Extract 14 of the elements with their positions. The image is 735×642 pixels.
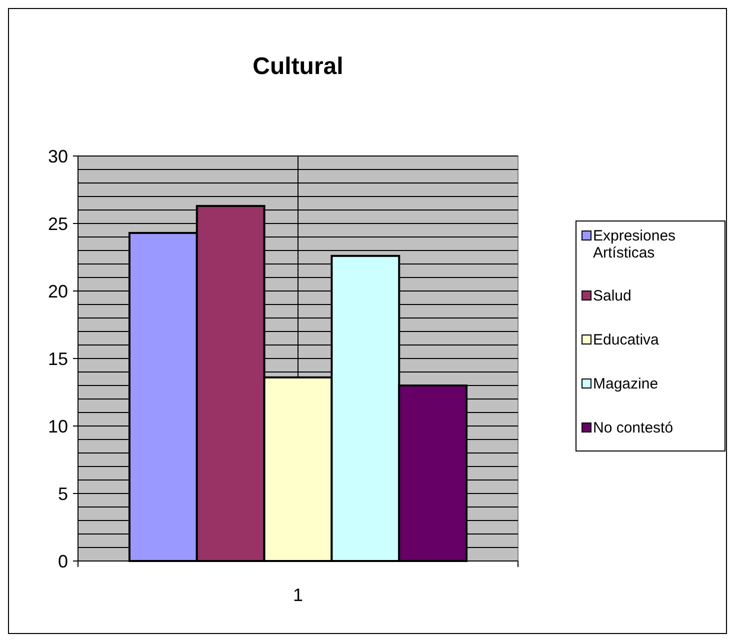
y-tick-label: 25 — [48, 214, 68, 234]
legend-label: Educativa — [593, 331, 660, 348]
y-tick-label: 20 — [48, 281, 68, 302]
legend-label: Expresiones Artísticas — [593, 227, 676, 262]
legend-label: Magazine — [593, 375, 658, 392]
x-tick-label: 1 — [292, 585, 304, 605]
y-tick-label: 0 — [58, 551, 68, 572]
chart-title: Cultural — [252, 53, 344, 80]
y-tick-label: 10 — [48, 416, 68, 436]
y-tick-label: 30 — [48, 146, 68, 166]
legend-label: Salud — [593, 287, 632, 304]
y-tick-label: 15 — [48, 348, 68, 369]
y-tick-label: 5 — [58, 484, 68, 504]
legend-label: No contestó — [593, 419, 674, 436]
